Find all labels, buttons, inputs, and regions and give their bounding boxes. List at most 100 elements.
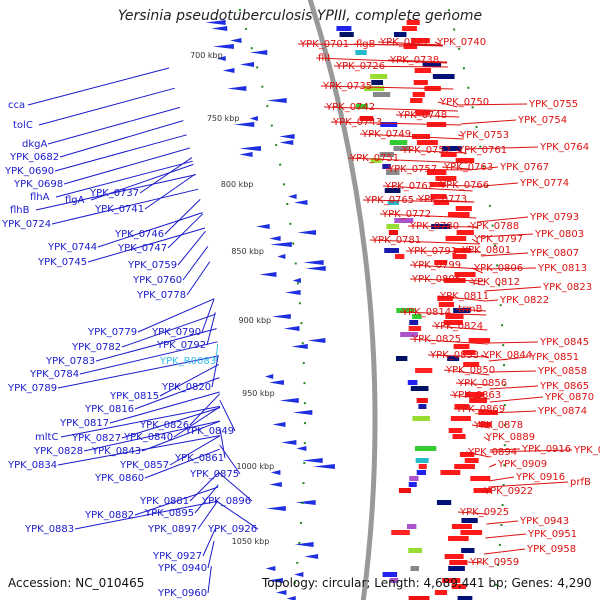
- gene-label-right: YPK_0822: [499, 295, 549, 306]
- gene-label-left: flhB: [10, 205, 30, 216]
- right-label-connector: [483, 436, 491, 442]
- gene-label-left: YPK_0857: [119, 460, 169, 471]
- gene-label-right: YPK_0851: [529, 352, 579, 363]
- feature-arrow-minus: [259, 272, 277, 277]
- left-label-connector: [197, 501, 218, 530]
- feature-block-mixed: [400, 332, 418, 337]
- gene-label-left: YPK_0875: [189, 469, 239, 480]
- feature-arrow-minus: [302, 458, 323, 463]
- right-label-connector: [431, 325, 488, 331]
- gene-label-left: YPK_0843: [91, 446, 141, 457]
- feature-block-mixed: [412, 416, 431, 421]
- right-label-connector: [467, 561, 484, 564]
- gene-label-right: YPK_0889: [485, 432, 535, 443]
- gene-label-right: YPK_0773: [417, 194, 467, 205]
- gene-label-right: YPK_0751: [349, 153, 399, 164]
- feature-block-plus: [454, 404, 469, 409]
- gene-label-right: YPK_0901: [573, 445, 600, 456]
- feature-arrow-minus: [267, 578, 283, 583]
- gene-label-left: YPK_0883: [24, 524, 74, 535]
- gene-label-right: YPK_0925: [459, 507, 509, 518]
- gene-label-right: fliI: [318, 53, 330, 64]
- gene-label-right: YPK_0825: [411, 334, 461, 345]
- feature-block-plus: [402, 26, 417, 31]
- gene-label-right: YPK_0844: [482, 350, 532, 361]
- gene-label-left: YPK_0927: [152, 551, 202, 562]
- gene-label-left: YPK_0940: [157, 563, 207, 574]
- feature-arrow-minus: [217, 56, 226, 61]
- feature-arrow-minus: [303, 260, 324, 265]
- feature-arrow-minus: [291, 344, 308, 349]
- feature-block-plus: [455, 158, 475, 163]
- right-label-connector: [482, 267, 537, 270]
- feature-block-plus: [414, 68, 432, 73]
- gene-label-right: YPK_0753: [459, 130, 509, 141]
- gene-label-right: YPK_0738: [389, 55, 439, 66]
- gene-label-left: YPK_0745: [37, 257, 87, 268]
- right-label-connector: [409, 338, 489, 345]
- left-label-connector: [87, 227, 206, 263]
- gene-label-left: YPK_0779: [87, 327, 137, 338]
- gene-label-left: YPK_0782: [71, 342, 121, 353]
- left-label-connector: [35, 174, 196, 211]
- kbp-tick-label: 950 kbp: [242, 389, 275, 398]
- gene-label-left: YPK_0724: [1, 219, 51, 230]
- gene-label-left: YPK_0882: [84, 510, 134, 521]
- gene-label-right: YPK_0757: [387, 164, 437, 175]
- gene-label-right: YPK_0865: [539, 381, 589, 392]
- gene-label-left: YPK_0815: [109, 391, 159, 402]
- feature-block-plus: [448, 428, 463, 433]
- gene-label-left: tolC: [13, 120, 33, 131]
- feature-block-plus: [455, 206, 472, 211]
- gene-label-right: YPK_0743: [332, 117, 382, 128]
- feature-block-mixed: [414, 446, 437, 451]
- feature-block-plus: [412, 92, 425, 97]
- gene-label-left: YPK_0747: [117, 243, 167, 254]
- gene-label-right: YPK_0878: [473, 420, 523, 431]
- gene-label-right: YPK_0727: [379, 37, 429, 48]
- feature-block-plus: [461, 518, 478, 523]
- feature-block-plus: [463, 362, 480, 367]
- feature-arrow-minus: [227, 86, 247, 91]
- right-label-connector: [409, 264, 483, 270]
- feature-block-plus: [456, 230, 474, 235]
- gene-label-left: cca: [8, 100, 25, 111]
- kbp-tick-label: 1050 kbp: [232, 537, 270, 546]
- right-label-connector: [437, 184, 472, 187]
- left-label-connector: [63, 147, 190, 185]
- gene-label-right: YPK_0742: [325, 102, 375, 113]
- gene-label-left: YPK_0828: [33, 446, 83, 457]
- feature-arrow-minus: [269, 236, 281, 241]
- right-label-connector: [409, 278, 484, 282]
- feature-block-mixed: [370, 158, 382, 163]
- gene-label-right: YPK_0772: [381, 209, 431, 220]
- feature-block-mixed: [382, 572, 398, 577]
- left-label-connector: [47, 106, 181, 145]
- feature-block-plus: [430, 194, 447, 199]
- feature-block-mixed: [359, 116, 374, 121]
- right-label-connector: [377, 41, 443, 46]
- feature-block-plus: [411, 38, 430, 43]
- feature-arrow-minus: [295, 500, 316, 505]
- gene-label-right: YPK_0811: [439, 291, 489, 302]
- feature-block-mixed: [386, 224, 400, 229]
- feature-block-plus: [440, 152, 457, 157]
- gene-label-right: trmB: [458, 304, 483, 315]
- feature-block-mixed: [416, 470, 427, 475]
- feature-arrow-minus: [256, 224, 270, 229]
- left-label-connector: [55, 160, 193, 198]
- gene-label-left: YPK_0744: [47, 242, 97, 253]
- right-label-connector: [460, 119, 517, 125]
- feature-block-mixed: [336, 26, 352, 31]
- right-label-connector: [382, 185, 473, 192]
- gene-label-right: YPK_0764: [539, 142, 589, 153]
- feature-block-plus: [447, 212, 470, 217]
- left-label-connector: [109, 391, 220, 424]
- gene-label-rna: YPK_R0083: [159, 356, 216, 367]
- feature-block-mixed: [384, 188, 401, 193]
- right-label-connector: [407, 225, 478, 228]
- gene-label-right: YPK_0916: [515, 472, 565, 483]
- feature-block-mixed: [371, 80, 384, 85]
- gene-label-right: YPK_0735: [322, 81, 372, 92]
- feature-block-plus: [452, 254, 467, 259]
